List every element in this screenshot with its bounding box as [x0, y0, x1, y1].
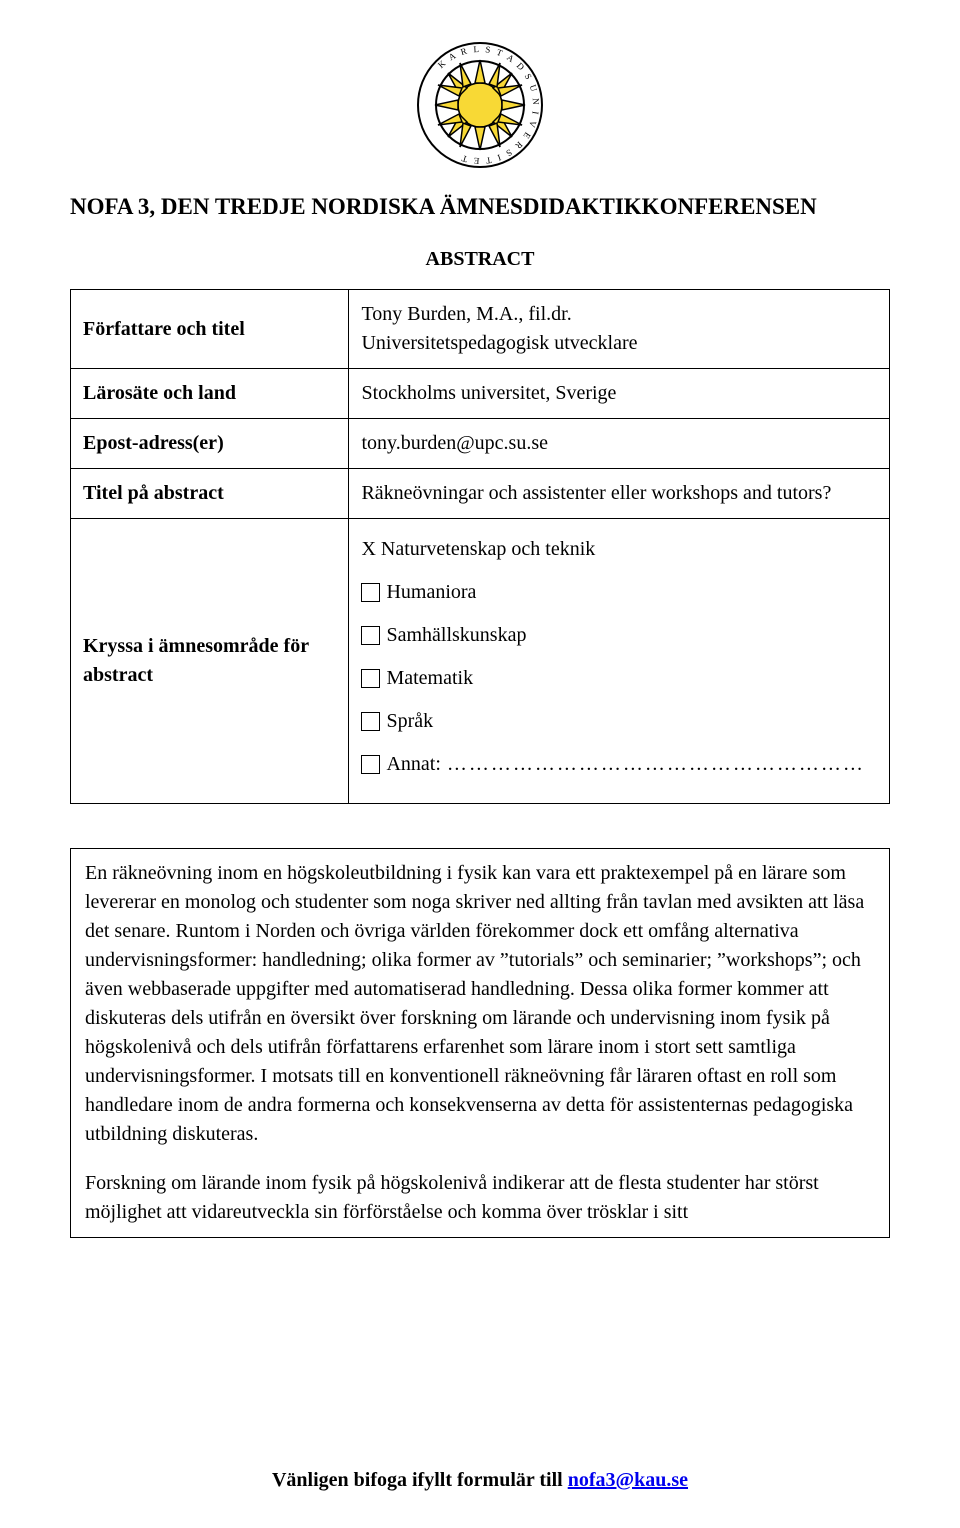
document-page: K A R L S T A D S U N I V E R S I T E T … — [0, 0, 960, 1528]
logo-container: K A R L S T A D S U N I V E R S I T E T — [70, 40, 890, 170]
page-footer: Vänligen bifoga ifyllt formulär till nof… — [0, 1469, 960, 1492]
checkbox-label-other: Annat: — [386, 750, 440, 779]
checkbox-option-humaniora[interactable]: Humaniora — [361, 578, 877, 607]
university-logo-icon: K A R L S T A D S U N I V E R S I T E T — [415, 40, 545, 170]
label-email: Epost-adress(er) — [71, 419, 349, 469]
selected-area-text: X Naturvetenskap och teknik — [361, 535, 877, 564]
other-dotted-line: ………………………………………………… — [447, 750, 865, 779]
author-role: Universitetspedagogisk utvecklare — [361, 329, 877, 358]
label-institution: Lärosäte och land — [71, 369, 349, 419]
checkbox-option-matematik[interactable]: Matematik — [361, 664, 877, 693]
checkbox-option-annat[interactable]: Annat:………………………………………………… — [361, 750, 877, 779]
checkbox-label: Matematik — [386, 664, 473, 693]
label-author: Författare och titel — [71, 290, 349, 369]
table-row: Titel på abstract Räkneövningar och assi… — [71, 469, 890, 519]
table-row: Författare och titel Tony Burden, M.A., … — [71, 290, 890, 369]
checkbox-icon — [361, 626, 380, 645]
footer-text: Vänligen bifoga ifyllt formulär till — [272, 1469, 568, 1491]
checkbox-icon — [361, 669, 380, 688]
page-title: NOFA 3, DEN TREDJE NORDISKA ÄMNESDIDAKTI… — [70, 194, 890, 220]
value-institution: Stockholms universitet, Sverige — [349, 369, 890, 419]
author-name: Tony Burden, M.A., fil.dr. — [361, 300, 877, 329]
form-table: Författare och titel Tony Burden, M.A., … — [70, 289, 890, 804]
value-subject-area: X Naturvetenskap och teknik Humaniora Sa… — [349, 519, 890, 804]
checkbox-icon — [361, 583, 380, 602]
label-title-abstract: Titel på abstract — [71, 469, 349, 519]
value-title-abstract: Räkneövningar och assistenter eller work… — [349, 469, 890, 519]
checkbox-option-sprak[interactable]: Språk — [361, 707, 877, 736]
abstract-body: En räkneövning inom en högskoleutbildnin… — [70, 848, 890, 1238]
abstract-heading: ABSTRACT — [70, 248, 890, 271]
table-row: Epost-adress(er) tony.burden@upc.su.se — [71, 419, 890, 469]
table-row: Lärosäte och land Stockholms universitet… — [71, 369, 890, 419]
body-paragraph-1: En räkneövning inom en högskoleutbildnin… — [85, 859, 875, 1149]
footer-email-link[interactable]: nofa3@kau.se — [568, 1469, 688, 1491]
value-author: Tony Burden, M.A., fil.dr. Universitetsp… — [349, 290, 890, 369]
body-paragraph-2: Forskning om lärande inom fysik på högsk… — [85, 1169, 875, 1227]
label-subject-area: Kryssa i ämnesområde för abstract — [71, 519, 349, 804]
checkbox-icon — [361, 712, 380, 731]
checkbox-label: Humaniora — [386, 578, 476, 607]
table-row: Kryssa i ämnesområde för abstract X Natu… — [71, 519, 890, 804]
checkbox-icon — [361, 755, 380, 774]
checkbox-label: Samhällskunskap — [386, 621, 526, 650]
value-email: tony.burden@upc.su.se — [349, 419, 890, 469]
checkbox-label: Språk — [386, 707, 433, 736]
checkbox-option-samhallskunskap[interactable]: Samhällskunskap — [361, 621, 877, 650]
